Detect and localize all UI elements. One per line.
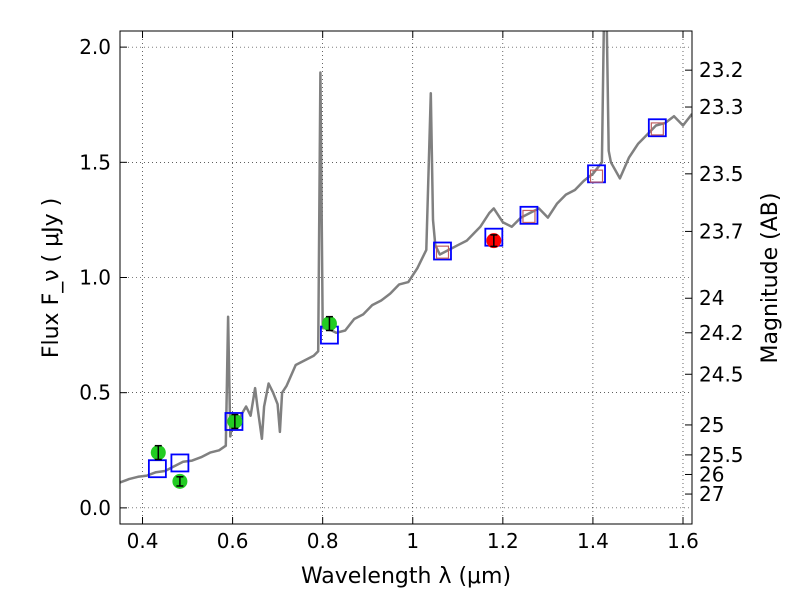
- right-axis-label: Magnitude (AB): [758, 193, 783, 364]
- y-tick-label: 1.5: [79, 150, 111, 174]
- right-tick-label: 25.5: [699, 443, 744, 467]
- model-box-inner: [650, 122, 664, 136]
- model-box: [224, 412, 244, 431]
- plot-frame: [119, 30, 693, 525]
- right-tick-label: 26: [699, 462, 724, 486]
- grid-lines: [120, 31, 692, 524]
- x-tick-label: 1.4: [577, 529, 609, 553]
- right-tick-label: 24.2: [699, 321, 744, 345]
- y-tick-label: 0.5: [79, 381, 111, 405]
- x-tick-label: 1.6: [667, 529, 699, 553]
- x-tick-label: 0.8: [307, 529, 339, 553]
- x-axis-label: Wavelength λ (μm): [301, 564, 511, 589]
- right-tick-label: 25: [699, 413, 724, 437]
- x-tick-label: 0.4: [127, 529, 159, 553]
- model-box: [433, 241, 452, 261]
- model-box-inner: [435, 245, 450, 259]
- y-tick-label: 1.0: [79, 266, 111, 290]
- x-tick-label: 1.2: [487, 529, 519, 553]
- axis-ticks: 0.4 0.6 0.8 1 1.2 1.4 1.6 0.0 0.5 1.0 1.5 2.0 23.2 23…: [79, 31, 744, 553]
- y-tick-label: 0.0: [79, 496, 111, 520]
- x-tick-label: 0.6: [217, 529, 249, 553]
- right-tick-label: 24.5: [699, 362, 744, 386]
- right-tick-label: 27: [699, 482, 724, 506]
- model-box: [170, 453, 190, 473]
- model-box-inner: [589, 169, 604, 183]
- right-tick-label: 23.3: [699, 95, 744, 119]
- plot-data: [120, 31, 692, 489]
- x-tick-label: 1: [406, 529, 419, 553]
- model-box: [647, 118, 667, 138]
- right-tick-label: 23.7: [699, 219, 744, 243]
- y-tick-label: 2.0: [79, 35, 111, 59]
- right-tick-label: 23.2: [699, 58, 744, 82]
- spectrum-line: [120, 31, 692, 484]
- right-tick-label: 24: [699, 286, 724, 310]
- right-tick-label: 23.5: [699, 162, 744, 186]
- model-box: [519, 205, 539, 225]
- y-axis-label: Flux F_ν ( μJy ): [39, 198, 64, 358]
- model-box-inner: [522, 209, 536, 224]
